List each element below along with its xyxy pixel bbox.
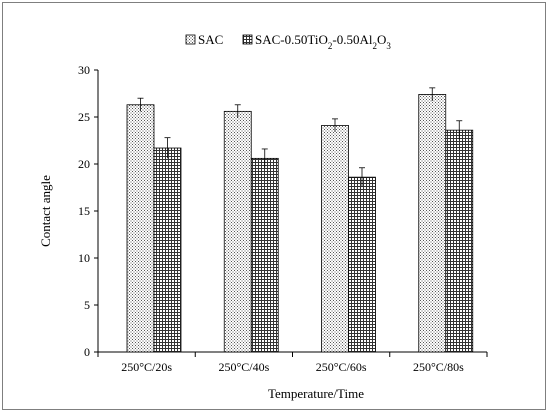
y-tick-label: 10 [78,251,90,265]
legend: SAC SAC-0.50TiO2-0.50Al2O3 [185,32,391,51]
y-axis-label: Contact angle [38,175,53,247]
legend-label-composite: SAC-0.50TiO2-0.50Al2O3 [255,32,391,51]
bar-series-1 [418,94,447,353]
x-axis-label: Temperature/Time [268,386,364,401]
bar-series-1 [126,104,155,353]
bar-series-1 [223,110,252,353]
x-tick-label: 250°C/20s [121,360,172,374]
tick-labels: 0 5 10 15 20 25 30 250°C/20s 250°C/40s 250°C/60s 2… [78,63,464,374]
legend-swatch-sac [185,34,196,45]
y-tick-label: 20 [78,157,90,171]
bars [126,87,474,353]
legend-swatch-composite [242,34,253,45]
bar-series-2 [250,157,279,353]
bar-series-2 [445,129,474,353]
y-tick-label: 15 [78,204,90,218]
y-tick-label: 0 [84,345,90,359]
x-tick-label: 250°C/80s [413,360,464,374]
y-tick-label: 25 [78,110,90,124]
bar-series-1 [321,125,349,353]
x-tick-label: 250°C/40s [218,360,269,374]
legend-label-sac: SAC [198,32,223,47]
bar-series-2 [348,176,376,353]
y-tick-label: 5 [84,298,90,312]
x-tick-label: 250°C/60s [316,360,367,374]
bar-series-2 [153,147,182,353]
y-tick-label: 30 [78,63,90,77]
